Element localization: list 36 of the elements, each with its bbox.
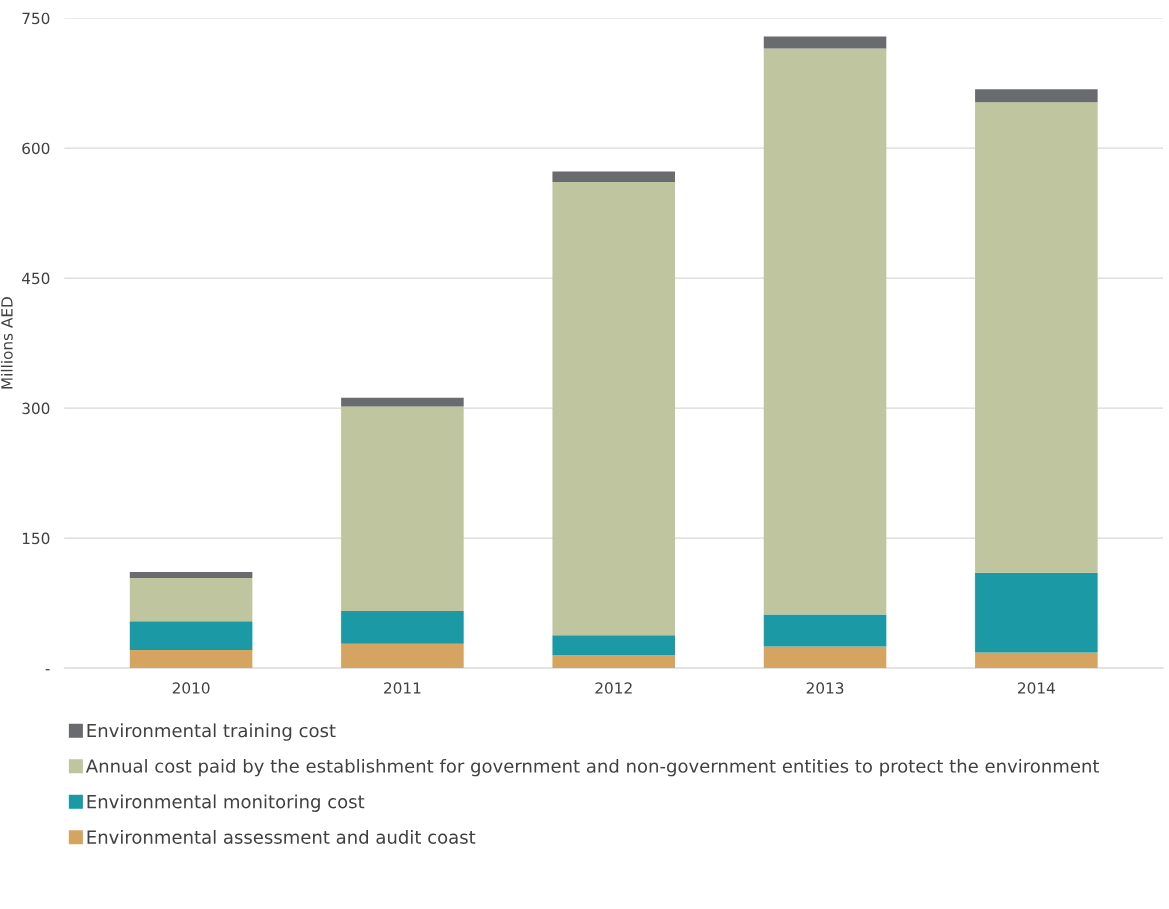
bar xyxy=(129,577,253,622)
bar xyxy=(552,171,676,182)
y-tick-label: - xyxy=(45,669,50,671)
y-tick-label: 300 xyxy=(22,402,50,415)
bar xyxy=(129,621,253,650)
bar xyxy=(129,571,253,578)
x-tick-label: 2011 xyxy=(384,682,421,694)
bar xyxy=(763,36,887,49)
legend-label: Environmental assessment and audit coast xyxy=(87,829,476,844)
bar xyxy=(975,102,1098,573)
bar xyxy=(341,406,464,611)
legend-label: Environmental training cost xyxy=(87,723,336,741)
bar xyxy=(341,643,464,669)
y-tick-label: 150 xyxy=(22,532,50,545)
x-tick-label: 2012 xyxy=(595,682,632,694)
bar xyxy=(341,610,464,644)
y-tick-label: 750 xyxy=(22,12,50,25)
bar xyxy=(975,652,1098,669)
bar xyxy=(763,48,887,615)
y-tick-label: 600 xyxy=(22,142,50,155)
bar xyxy=(763,646,887,669)
bar xyxy=(975,89,1098,103)
y-tick-label: 450 xyxy=(21,272,50,285)
bar xyxy=(975,572,1098,653)
bar xyxy=(552,655,676,669)
y-axis-title: Millions AED xyxy=(0,297,13,389)
legend-label: Environmental monitoring cost xyxy=(87,794,365,812)
bar xyxy=(552,635,676,656)
bar xyxy=(341,397,464,407)
bar xyxy=(129,649,253,669)
x-tick-label: 2010 xyxy=(172,682,210,694)
x-tick-label: 2013 xyxy=(806,682,844,694)
x-tick-label: 2014 xyxy=(1018,682,1055,694)
legend-label: Annual cost paid by the establishment for government and non-government entities to protect the environment xyxy=(85,758,1100,777)
bar xyxy=(552,181,676,636)
bar xyxy=(763,614,887,647)
